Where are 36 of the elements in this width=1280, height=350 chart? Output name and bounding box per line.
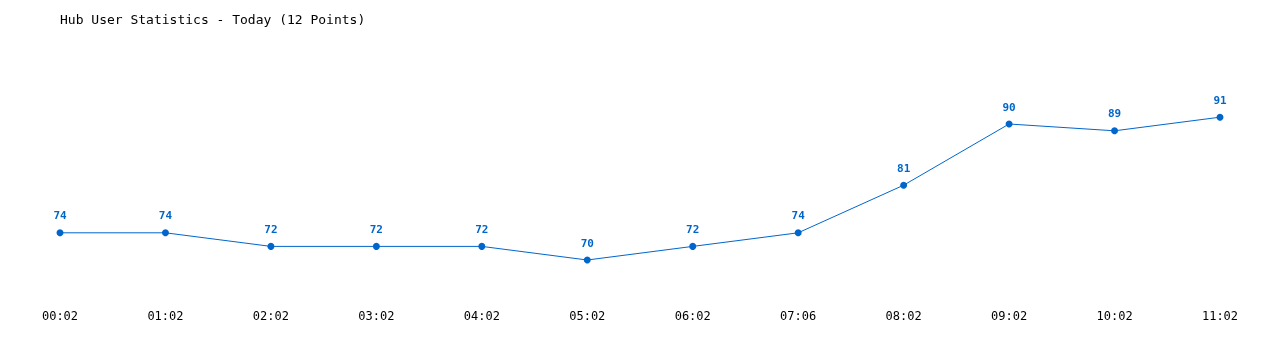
point <box>478 242 486 250</box>
point <box>161 229 169 237</box>
data-label: 81 <box>897 161 911 175</box>
chart-title: Hub User Statistics - Today (12 Points) <box>60 12 366 27</box>
point <box>900 181 908 189</box>
x-tick-label: 09:02 <box>991 309 1028 323</box>
x-tick-label: 11:02 <box>1201 309 1239 323</box>
point <box>267 242 275 250</box>
x-tick-label: 02:02 <box>252 309 289 323</box>
point <box>689 242 697 250</box>
data-label: 74 <box>791 209 806 223</box>
data-label: 74 <box>158 209 173 223</box>
x-tick-label: 04:02 <box>463 309 500 323</box>
data-label: 72 <box>686 222 700 236</box>
point <box>1111 127 1119 135</box>
point <box>372 242 380 250</box>
x-tick-label: 00:02 <box>41 309 79 323</box>
point <box>1216 113 1224 121</box>
data-label: 91 <box>1213 93 1227 107</box>
x-tick-label: 07:06 <box>780 309 817 323</box>
x-tick-label: 01:02 <box>147 309 184 323</box>
data-label: 72 <box>264 222 278 236</box>
point <box>56 229 64 237</box>
point <box>583 256 591 264</box>
x-tick-label: 08:02 <box>885 309 922 323</box>
x-tick-label: 10:02 <box>1096 309 1133 323</box>
point <box>794 229 802 237</box>
data-label: 72 <box>369 222 383 236</box>
data-label: 90 <box>1002 100 1016 114</box>
x-tick-label: 03:02 <box>358 309 395 323</box>
data-label: 89 <box>1107 107 1122 121</box>
x-tick-label: 06:02 <box>674 309 711 323</box>
data-label: 70 <box>580 236 594 250</box>
data-label: 74 <box>53 209 67 223</box>
data-label: 72 <box>475 222 489 236</box>
x-tick-label: 05:02 <box>569 309 606 323</box>
